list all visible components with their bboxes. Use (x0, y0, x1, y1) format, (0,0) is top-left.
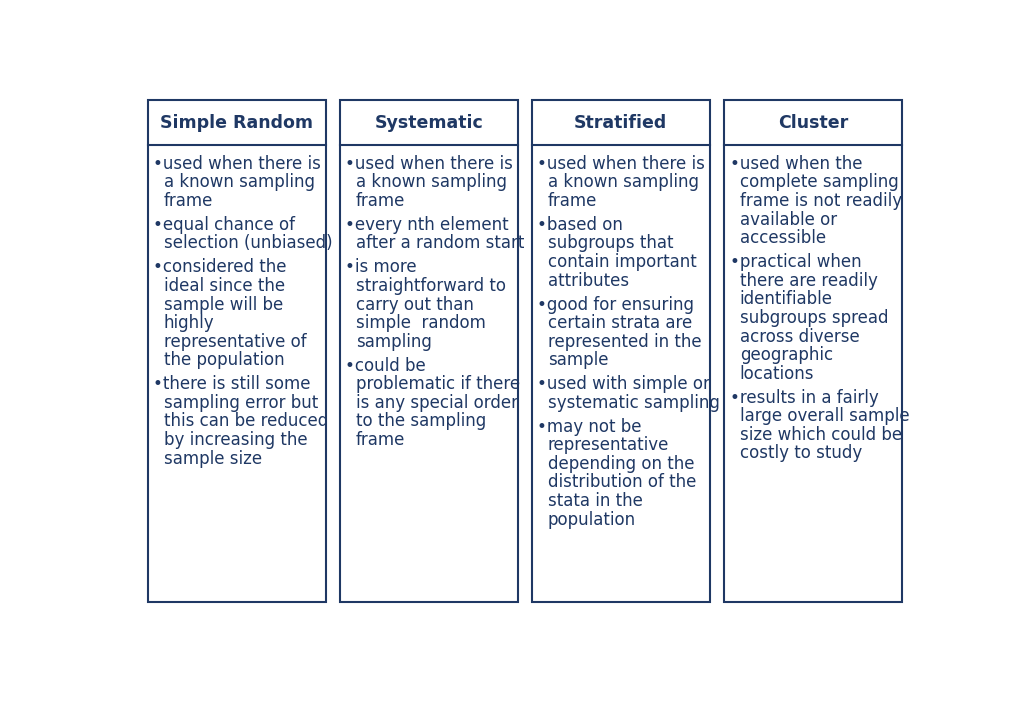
Text: stata in the: stata in the (548, 492, 643, 510)
Text: sample: sample (548, 351, 608, 369)
FancyBboxPatch shape (147, 100, 326, 602)
Text: frame is not readily: frame is not readily (740, 192, 902, 210)
Text: subgroups spread: subgroups spread (740, 309, 889, 327)
Text: •based on: •based on (538, 216, 624, 234)
Text: there are readily: there are readily (740, 272, 878, 290)
Text: Stratified: Stratified (574, 114, 668, 132)
Text: sample size: sample size (164, 449, 262, 468)
Text: size which could be: size which could be (740, 426, 902, 444)
Text: sample will be: sample will be (164, 296, 283, 313)
Text: •is more: •is more (345, 258, 417, 276)
Text: the population: the population (164, 351, 285, 369)
Text: large overall sample: large overall sample (740, 407, 909, 426)
Text: identifiable: identifiable (740, 290, 833, 308)
Text: •results in a fairly: •results in a fairly (729, 388, 879, 407)
Text: highly: highly (164, 314, 214, 332)
Text: represented in the: represented in the (548, 333, 701, 350)
Text: Systematic: Systematic (375, 114, 483, 132)
Text: depending on the: depending on the (548, 455, 694, 472)
Text: •may not be: •may not be (538, 418, 642, 435)
Text: sampling: sampling (355, 333, 432, 350)
Text: frame: frame (355, 431, 406, 449)
Text: by increasing the: by increasing the (164, 431, 307, 449)
Text: •could be: •could be (345, 357, 426, 374)
Text: •used when the: •used when the (729, 155, 862, 173)
Text: distribution of the: distribution of the (548, 473, 696, 491)
Text: a known sampling: a known sampling (548, 173, 698, 191)
Text: geographic: geographic (740, 346, 833, 364)
FancyBboxPatch shape (340, 100, 518, 602)
Text: frame: frame (548, 192, 597, 210)
Text: sampling error but: sampling error but (164, 394, 318, 411)
Text: population: population (548, 510, 636, 529)
Text: selection (unbiased): selection (unbiased) (164, 234, 333, 252)
Text: to the sampling: to the sampling (355, 412, 486, 430)
Text: •used when there is: •used when there is (154, 155, 322, 173)
Text: systematic sampling: systematic sampling (548, 394, 720, 411)
Text: accessible: accessible (740, 229, 826, 247)
Text: representative of: representative of (164, 333, 306, 350)
Text: •considered the: •considered the (154, 258, 287, 276)
Text: ideal since the: ideal since the (164, 277, 285, 295)
Text: Simple Random: Simple Random (160, 114, 313, 132)
Text: costly to study: costly to study (740, 444, 862, 463)
FancyBboxPatch shape (724, 100, 902, 602)
Text: frame: frame (164, 192, 213, 210)
Text: •used when there is: •used when there is (345, 155, 513, 173)
Text: •practical when: •practical when (729, 253, 861, 271)
Text: Cluster: Cluster (778, 114, 848, 132)
Text: a known sampling: a known sampling (355, 173, 507, 191)
Text: subgroups that: subgroups that (548, 234, 674, 252)
Text: straightforward to: straightforward to (355, 277, 506, 295)
Text: problematic if there: problematic if there (355, 375, 520, 393)
Text: simple  random: simple random (355, 314, 485, 332)
Text: a known sampling: a known sampling (164, 173, 314, 191)
Text: •used with simple or: •used with simple or (538, 375, 711, 393)
Text: carry out than: carry out than (355, 296, 474, 313)
Text: representative: representative (548, 436, 670, 454)
Text: •there is still some: •there is still some (154, 375, 311, 393)
Text: is any special order: is any special order (355, 394, 518, 411)
Text: contain important: contain important (548, 253, 696, 271)
Text: attributes: attributes (548, 272, 629, 290)
Text: complete sampling: complete sampling (740, 173, 899, 191)
Text: •equal chance of: •equal chance of (154, 216, 295, 234)
Text: frame: frame (355, 192, 406, 210)
Text: available or: available or (740, 211, 837, 229)
Text: across diverse: across diverse (740, 327, 859, 346)
FancyBboxPatch shape (531, 100, 710, 602)
Text: •used when there is: •used when there is (538, 155, 706, 173)
Text: locations: locations (740, 365, 814, 383)
Text: this can be reduced: this can be reduced (164, 412, 328, 430)
Text: •good for ensuring: •good for ensuring (538, 296, 694, 313)
Text: after a random start: after a random start (355, 234, 524, 252)
Text: certain strata are: certain strata are (548, 314, 692, 332)
Text: •every nth element: •every nth element (345, 216, 509, 234)
